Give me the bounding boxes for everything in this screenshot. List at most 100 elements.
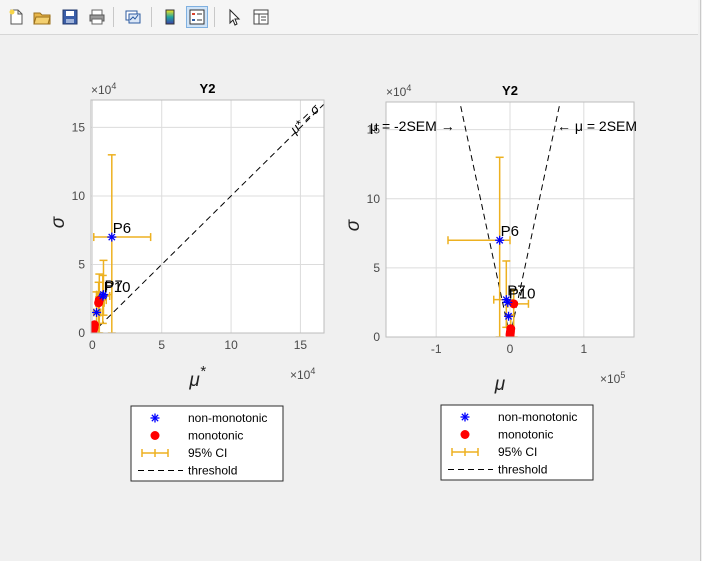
legend-label: non-monotonic — [188, 411, 267, 425]
new-figure-button[interactable] — [5, 6, 27, 28]
annotation-plus-2sem: ← μ = 2SEM — [557, 118, 637, 134]
legend-label: monotonic — [498, 428, 553, 442]
legend-nonmonotonic-marker — [460, 412, 470, 422]
x-tick-label: 10 — [224, 338, 238, 352]
nonmonotonic-point — [107, 232, 117, 242]
open-folder-icon — [33, 8, 51, 26]
legend[interactable]: non-monotonic monotonic 95% CI threshold — [440, 404, 594, 481]
legend-label: non-monotonic — [498, 410, 577, 424]
y-tick-label: 0 — [373, 330, 380, 344]
legend-label: monotonic — [188, 429, 243, 443]
monotonic-point — [505, 330, 515, 337]
annotation-minus-2sem: μ = -2SEM → — [370, 118, 455, 134]
figure-toolbar — [0, 0, 698, 35]
marker-stroke — [92, 308, 101, 317]
legend-label: threshold — [498, 463, 547, 477]
x-tick-label: 15 — [294, 338, 308, 352]
plot-content — [447, 102, 561, 337]
threshold-line — [92, 103, 324, 333]
pointer-arrow-icon — [225, 8, 243, 26]
open-file-button[interactable] — [31, 6, 53, 28]
point-label: P10 — [509, 285, 536, 302]
x-tick-label: 1 — [580, 342, 587, 356]
insert-colorbar-button[interactable] — [159, 6, 181, 28]
nonmonotonic-point — [92, 307, 102, 317]
marker-stroke — [496, 236, 504, 244]
point-label: P7 — [507, 283, 525, 300]
new-file-icon — [7, 8, 25, 26]
property-inspector-icon — [252, 8, 270, 26]
y-exponent-label: ×104 — [91, 81, 116, 97]
y-tick-label: 10 — [367, 192, 381, 206]
threshold-line-left — [459, 102, 511, 337]
x-tick-label: 5 — [158, 338, 165, 352]
x-tick-label: 0 — [89, 338, 96, 352]
legend[interactable]: non-monotonic monotonic 95% CI threshold — [130, 405, 284, 482]
y-exponent-label: ×104 — [386, 83, 411, 99]
marker-stroke — [108, 233, 116, 241]
legend-label: 95% CI — [188, 446, 227, 460]
insert-legend-button[interactable] — [186, 6, 208, 28]
save-figure-button[interactable] — [59, 6, 81, 28]
printer-icon — [88, 8, 106, 26]
x-exponent-label: ×104 — [290, 366, 315, 382]
plot-area — [91, 100, 324, 333]
chart-title: Y2 — [200, 81, 216, 96]
marker-stroke — [99, 292, 107, 300]
ci-errorbar — [93, 154, 152, 333]
window-border — [700, 0, 701, 561]
y-tick-label: 15 — [367, 123, 381, 137]
axes-box — [90, 99, 325, 334]
print-figure-button[interactable] — [86, 6, 108, 28]
ci-errorbar — [447, 156, 511, 337]
x-tick-label: -1 — [431, 342, 442, 356]
y-tick-label: 10 — [72, 189, 86, 203]
threshold-line-right — [509, 102, 561, 337]
chart-title: Y2 — [502, 83, 518, 98]
toolbar-separator — [214, 7, 215, 27]
x-axis-label: μ* — [188, 363, 206, 391]
y-tick-label: 0 — [78, 326, 85, 340]
link-plot-button[interactable] — [122, 6, 144, 28]
y-tick-label: 5 — [373, 261, 380, 275]
nonmonotonic-point — [503, 297, 513, 307]
monotonic-point — [509, 299, 519, 309]
nonmonotonic-point — [504, 311, 514, 321]
nonmonotonic-point — [98, 291, 108, 301]
monotonic-point — [91, 326, 98, 333]
legend-monotonic-marker — [150, 431, 160, 440]
plot-content — [91, 103, 324, 333]
x-tick-label: 0 — [507, 342, 514, 356]
y-axis-label: σ — [48, 215, 69, 228]
marker-stroke — [151, 414, 159, 422]
legend-ci-marker — [141, 449, 169, 457]
axes-box — [385, 101, 635, 338]
marker-stroke — [502, 296, 510, 304]
colorbar-icon — [161, 8, 179, 26]
toolbar-separator — [151, 7, 152, 27]
x-axis-label: μ — [494, 374, 506, 395]
point-label: P6 — [113, 220, 131, 237]
marker-stroke — [504, 298, 512, 307]
y-tick-label: 15 — [72, 120, 86, 134]
toolbar-separator — [113, 7, 114, 27]
legend-label: 95% CI — [498, 445, 537, 459]
legend-monotonic-marker — [460, 430, 470, 439]
monotonic-point — [94, 298, 104, 308]
legend-icon — [188, 8, 206, 26]
point-label: P10 — [104, 279, 131, 296]
legend-label: threshold — [188, 464, 237, 478]
x-exponent-label: ×105 — [600, 370, 625, 386]
edit-plot-button[interactable] — [223, 6, 245, 28]
link-plot-icon — [124, 8, 142, 26]
point-label: P6 — [501, 223, 519, 240]
point-label: P7 — [104, 278, 122, 295]
legend-ci-marker — [451, 448, 479, 456]
nonmonotonic-point — [495, 235, 505, 245]
y-tick-label: 5 — [78, 257, 85, 271]
property-inspector-button[interactable] — [250, 6, 272, 28]
